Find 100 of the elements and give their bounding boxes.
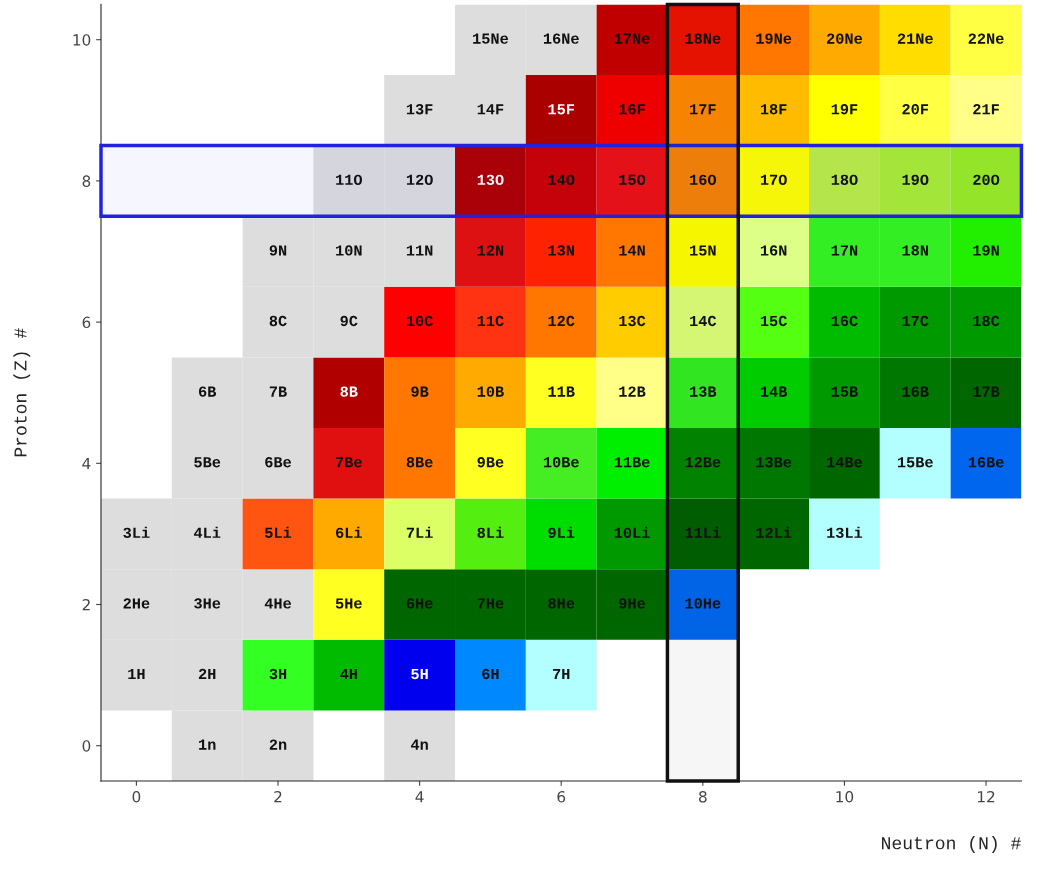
data-label: 4He <box>264 598 292 609</box>
x-tick-label: 10 <box>836 790 854 803</box>
data-label: 9He <box>619 598 646 609</box>
data-label: 15N <box>690 245 716 256</box>
data-label: 15Be <box>897 457 933 468</box>
data-label: 13Li <box>827 526 863 539</box>
data-label: 12Li <box>756 526 792 538</box>
data-label: 2He <box>123 598 150 609</box>
data-label: 1H <box>128 668 145 680</box>
data-label: 15Ne <box>473 33 509 44</box>
data-label: 14F <box>477 104 504 115</box>
data-label: 12O <box>406 174 433 185</box>
data-label: 20F <box>902 104 929 115</box>
data-label: 15C <box>760 315 787 327</box>
data-label: 6He <box>406 598 433 609</box>
data-label: 17B <box>973 386 1000 397</box>
data-label: 19F <box>831 104 858 115</box>
data-label: 18F <box>760 104 787 115</box>
data-label: 16B <box>902 386 929 397</box>
y-tick-label: 6 <box>82 316 91 329</box>
data-label: 10Li <box>614 526 650 538</box>
data-label: 8Li <box>477 526 504 538</box>
data-label: 11N <box>406 245 433 256</box>
data-label: 7He <box>477 598 504 609</box>
data-label: 12N <box>477 245 504 256</box>
data-label: 17N <box>831 245 858 256</box>
data-label: 3Li <box>123 526 150 539</box>
data-label: 12C <box>548 315 575 327</box>
data-label: 18N <box>902 245 928 256</box>
data-label: 17F <box>690 104 716 115</box>
data-label: 17Ne <box>614 33 650 44</box>
x-tick-label: 6 <box>557 790 566 803</box>
data-label: 10C <box>406 315 433 327</box>
data-label: 16N <box>760 245 787 256</box>
data-label: 5Be <box>194 457 221 468</box>
data-label: 6Li <box>335 526 362 538</box>
data-label: 16Ne <box>543 33 579 44</box>
data-label: 8B <box>340 386 358 397</box>
data-label: 15B <box>831 386 858 397</box>
data-label: 20Ne <box>827 33 863 44</box>
data-label: 7B <box>269 386 287 397</box>
data-label: 14N <box>619 245 645 256</box>
data-label: 5He <box>335 598 362 609</box>
data-label: 8Be <box>406 457 433 468</box>
data-label: 10N <box>336 245 362 256</box>
data-label: 16C <box>831 315 858 327</box>
x-tick-label: 4 <box>415 791 424 803</box>
data-label: 13C <box>619 315 646 327</box>
data-label: 3H <box>269 668 287 680</box>
data-label: 19N <box>973 245 999 256</box>
data-label: 13N <box>548 245 574 256</box>
data-label: 13Be <box>756 457 792 468</box>
data-label: 16Be <box>968 457 1004 468</box>
data-label: 16F <box>619 104 645 115</box>
data-label: 7H <box>553 668 570 680</box>
data-label: 11O <box>336 174 363 185</box>
data-label: 17C <box>902 315 929 327</box>
data-label: 14C <box>690 315 717 327</box>
data-label: 18C <box>973 315 1000 327</box>
data-label: 15O <box>619 174 646 185</box>
data-label: 15F <box>548 104 575 115</box>
y-axis-title: Proton (Z) # <box>13 328 31 457</box>
data-label: 13O <box>477 174 504 186</box>
data-label: 7Li <box>406 526 433 538</box>
data-label: 11B <box>548 386 575 397</box>
data-label: 12Be <box>685 457 721 468</box>
data-label: 14B <box>760 386 788 397</box>
data-label: 21F <box>973 104 999 115</box>
data-label: 9Be <box>477 457 504 468</box>
data-label: 11C <box>477 315 504 327</box>
y-tick-label: 10 <box>73 34 91 46</box>
data-label: 19O <box>902 174 929 185</box>
data-label: 9C <box>340 315 358 327</box>
data-label: 12B <box>619 386 646 397</box>
data-label: 1n <box>199 739 216 750</box>
data-label: 6B <box>198 386 217 397</box>
data-label: 5H <box>411 668 428 680</box>
data-label: 10Be <box>543 457 579 468</box>
data-label: 10He <box>685 598 721 609</box>
data-label: 14O <box>548 174 575 185</box>
data-label: 17O <box>760 174 787 185</box>
data-label: 22Ne <box>968 33 1004 44</box>
x-tick-label: 2 <box>274 790 282 803</box>
x-tick-label: 8 <box>699 790 707 803</box>
data-label: 7Be <box>336 457 362 468</box>
data-label: 8C <box>269 315 287 327</box>
data-label: 20O <box>973 174 1000 185</box>
data-label: 16O <box>690 174 717 185</box>
data-label: 18Ne <box>685 33 721 44</box>
x-tick-label: 0 <box>132 790 141 803</box>
data-label: 5Li <box>265 526 292 538</box>
data-label: 3He <box>194 598 221 609</box>
data-label: 10B <box>477 386 504 397</box>
data-label: 21Ne <box>897 33 933 44</box>
data-label: 13F <box>406 104 433 115</box>
y-tick-label: 0 <box>82 740 91 752</box>
data-label: 8He <box>548 598 575 609</box>
data-label: 4H <box>340 668 357 680</box>
data-label: 9B <box>411 386 429 397</box>
data-label: 11Li <box>685 526 721 538</box>
